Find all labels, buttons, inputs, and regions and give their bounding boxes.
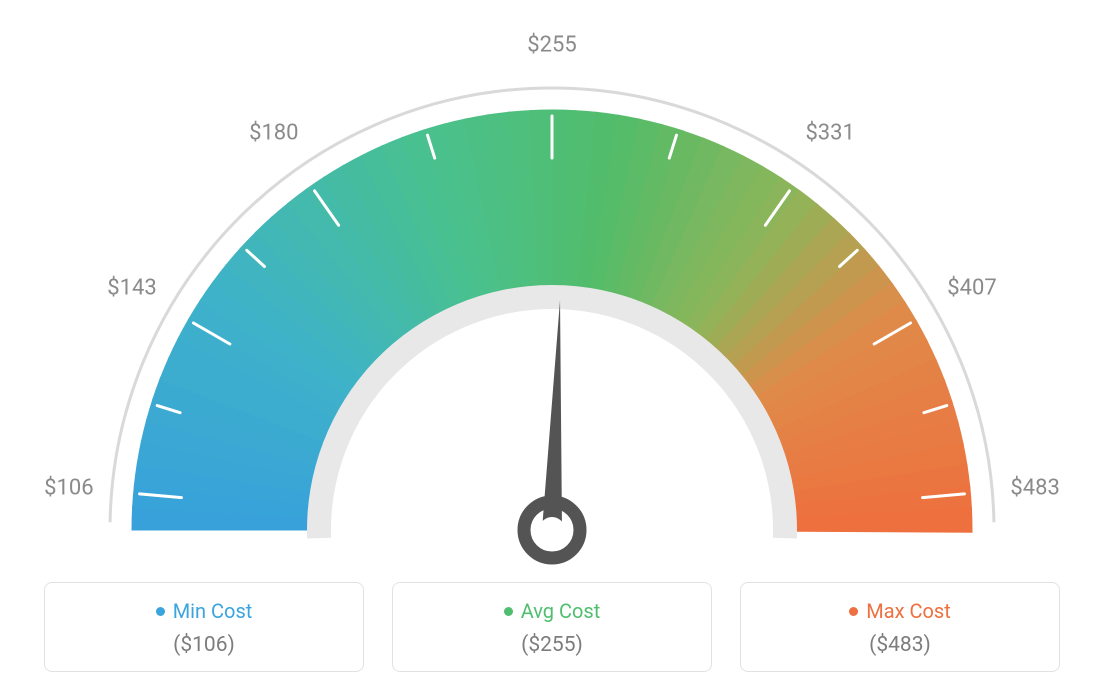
gauge-tick-label: $483 [1010,475,1059,500]
gauge-tick-label: $143 [107,275,156,300]
legend-max-value: ($483) [753,633,1047,657]
gauge-area: $106 $143 $180 $255 $331 $407 $483 [0,0,1104,570]
legend-avg-value: ($255) [405,633,699,657]
cost-gauge-chart: $106 $143 $180 $255 $331 $407 $483 Min Cost ($… [0,0,1104,690]
gauge-tick-label: $331 [805,120,854,145]
legend-avg-title: Avg Cost [504,599,601,623]
gauge-svg [0,0,1104,570]
gauge-tick-label: $255 [527,33,576,58]
legend-min-label: Min Cost [173,599,253,623]
gauge-tick-label: $106 [44,475,93,500]
legend-min-value: ($106) [57,633,351,657]
legend-avg-label: Avg Cost [521,599,601,623]
gauge-tick-label: $407 [947,275,996,300]
legend-max-label: Max Cost [866,599,951,623]
legend-card-min: Min Cost ($106) [44,582,364,672]
legend-max-title: Max Cost [849,599,951,623]
gauge-tick-label: $180 [249,120,298,145]
legend-card-max: Max Cost ($483) [740,582,1060,672]
legend-row: Min Cost ($106) Avg Cost ($255) Max Cost… [0,582,1104,672]
legend-min-title: Min Cost [156,599,253,623]
legend-card-avg: Avg Cost ($255) [392,582,712,672]
